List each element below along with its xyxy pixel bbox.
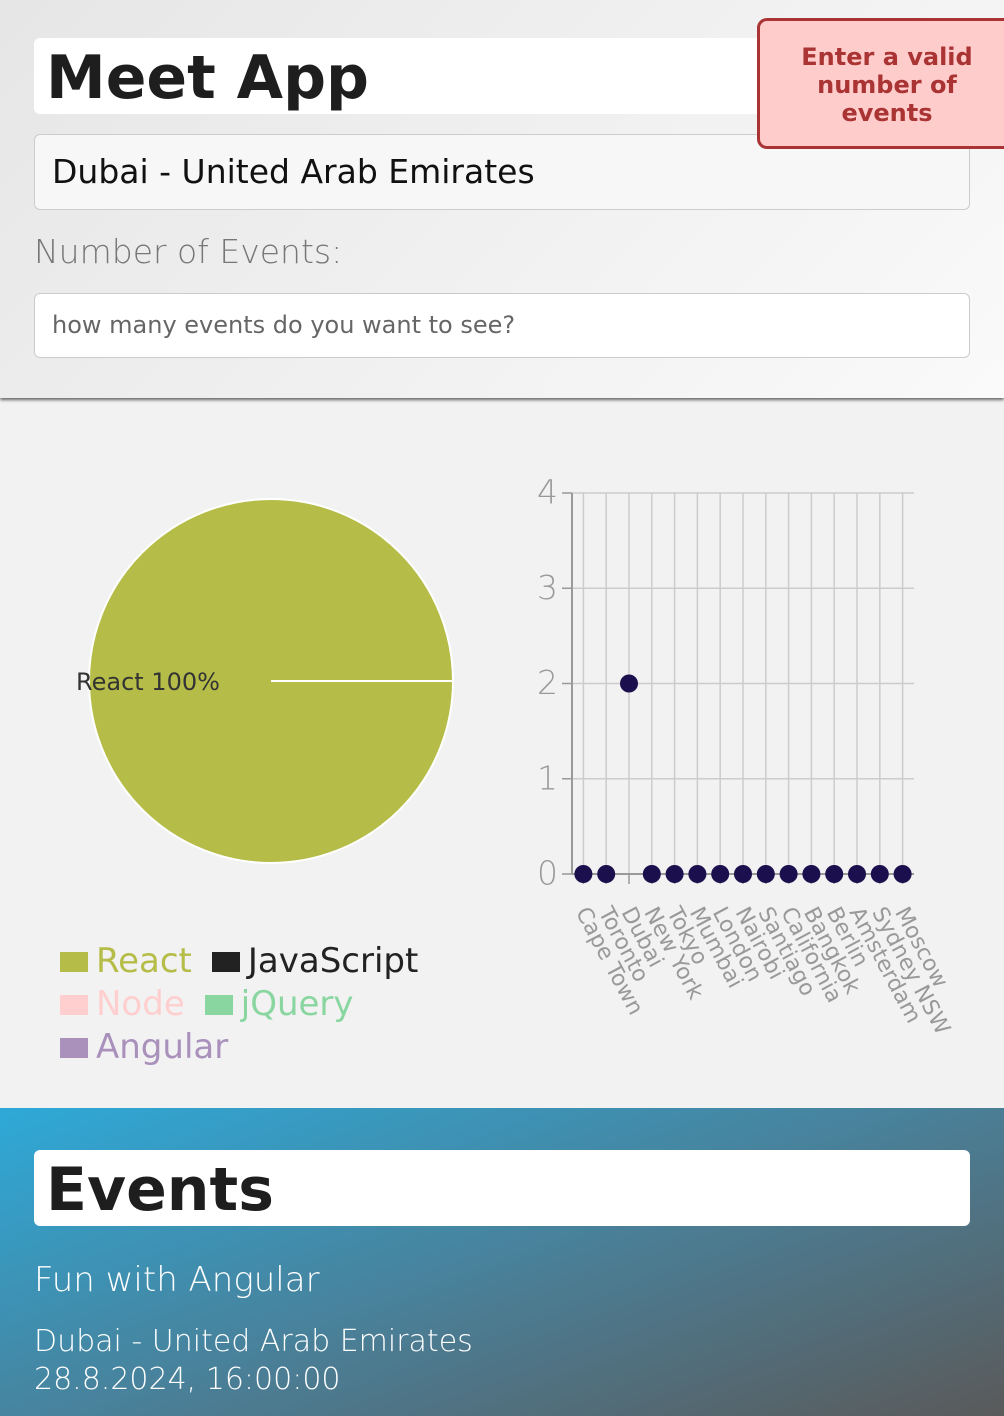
- events-label: Number of Events:: [34, 232, 343, 271]
- event-title[interactable]: Fun with Angular: [34, 1260, 320, 1300]
- scatter-point: [848, 865, 866, 883]
- y-tick-label: 4: [537, 473, 558, 512]
- scatter-point: [756, 865, 775, 883]
- header: Meet App Dubai - United Arab Emirates Nu…: [0, 0, 1004, 398]
- scatter-point: [870, 865, 889, 883]
- legend-swatch: [211, 951, 240, 972]
- legend-item: JavaScript: [211, 940, 419, 983]
- scatter-point: [779, 865, 798, 883]
- legend-swatch: [60, 1037, 88, 1058]
- scatter-point: [620, 674, 638, 693]
- events-input[interactable]: how many events do you want to see?: [34, 293, 970, 358]
- scatter-point: [574, 865, 593, 883]
- events-heading: Events: [34, 1150, 970, 1226]
- legend-label: Angular: [96, 1027, 229, 1067]
- scatter-point: [893, 865, 912, 883]
- pie-label: React 100%: [76, 668, 220, 696]
- y-tick-label: 2: [537, 663, 558, 702]
- legend-label: JavaScript: [247, 941, 419, 981]
- scatter-point: [665, 865, 684, 883]
- scatter-point: [597, 865, 616, 883]
- legend-item: Node: [60, 983, 185, 1026]
- legend-swatch: [60, 951, 88, 972]
- y-tick-label: 3: [537, 568, 558, 607]
- scatter-point: [688, 865, 707, 883]
- legend-label: React: [96, 941, 192, 981]
- legend-swatch: [60, 994, 88, 1015]
- legend: React JavaScript Node jQuery Angular: [60, 940, 440, 1069]
- events-section: Events Fun with Angular Dubai - United A…: [0, 1108, 1004, 1416]
- legend-label: jQuery: [240, 984, 354, 1024]
- legend-label: Node: [96, 984, 185, 1024]
- legend-item: React: [60, 940, 192, 983]
- alert: Enter a valid number of events: [757, 18, 1004, 149]
- legend-swatch: [204, 994, 233, 1015]
- y-tick-label: 1: [537, 758, 558, 797]
- scatter-point: [642, 865, 661, 883]
- scatter-point: [825, 865, 844, 883]
- legend-item: jQuery: [204, 983, 354, 1026]
- y-tick-label: 0: [537, 854, 558, 893]
- event-time: 28.8.2024, 16:00:00: [34, 1362, 341, 1397]
- event-location: Dubai - United Arab Emirates: [34, 1324, 473, 1359]
- city-search[interactable]: Dubai - United Arab Emirates: [34, 134, 970, 210]
- scatter-point: [734, 865, 752, 883]
- scatter-point: [711, 865, 730, 883]
- scatter-point: [802, 865, 821, 883]
- legend-item: Angular: [60, 1026, 228, 1069]
